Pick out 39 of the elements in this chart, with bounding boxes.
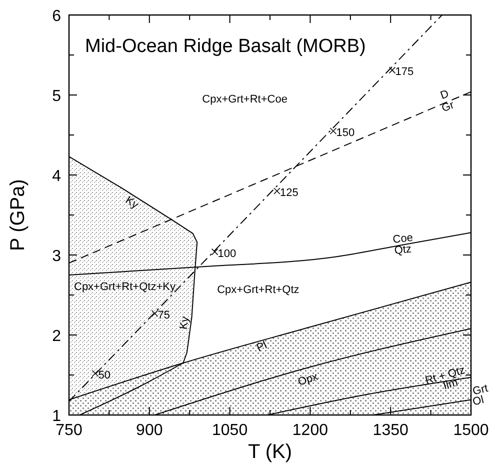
annotation: Ky [123,194,141,212]
y-tick-label: 6 [52,8,62,25]
x-tick-label: 900 [136,422,163,439]
point [92,370,99,377]
x-axis-title: T (K) [248,441,292,463]
annotation: Pl [255,339,269,354]
annotation: D [438,88,451,102]
annotation: Opx [296,370,320,389]
x-tick-label: 1350 [372,422,408,439]
y-tick-label: 4 [52,168,62,185]
y-tick-label: 1 [52,408,62,425]
annotation: 125 [280,187,298,199]
text: Mid-Ocean Ridge Basalt (MORB) [85,36,366,57]
annotation: 50 [98,369,111,382]
point [151,310,158,317]
y-axis-title: P (GPa) [7,179,29,251]
point [330,128,337,134]
point [211,248,218,256]
x-tick-label: 750 [56,422,82,439]
annotation: Qtz [394,243,412,257]
annotation: Coe [392,232,414,246]
y-tick-label: 3 [52,248,62,265]
x-tick-label: 1050 [212,422,248,439]
x-tick-label: 1200 [292,422,328,439]
annotation: Ky [178,315,192,330]
annotation: 175 [395,66,414,78]
point [388,66,396,74]
y-tick-label: 2 [52,328,62,345]
annotation: Cpx+Grt+Rt+Qtz+Ky [74,280,176,293]
point [274,188,280,194]
annotation: Cpx+Grt+Rt+Qtz [217,284,300,296]
x-tick-label: 1500 [453,422,489,439]
text: Ol [471,394,486,408]
y-tick-label: 5 [52,88,62,105]
annotation: 100 [218,248,236,260]
annotation: Gr [440,99,456,115]
annotation: Cpx+Grt+Rt+Coe [202,94,288,106]
annotation: 75 [158,309,170,322]
annotation: 150 [336,127,355,139]
